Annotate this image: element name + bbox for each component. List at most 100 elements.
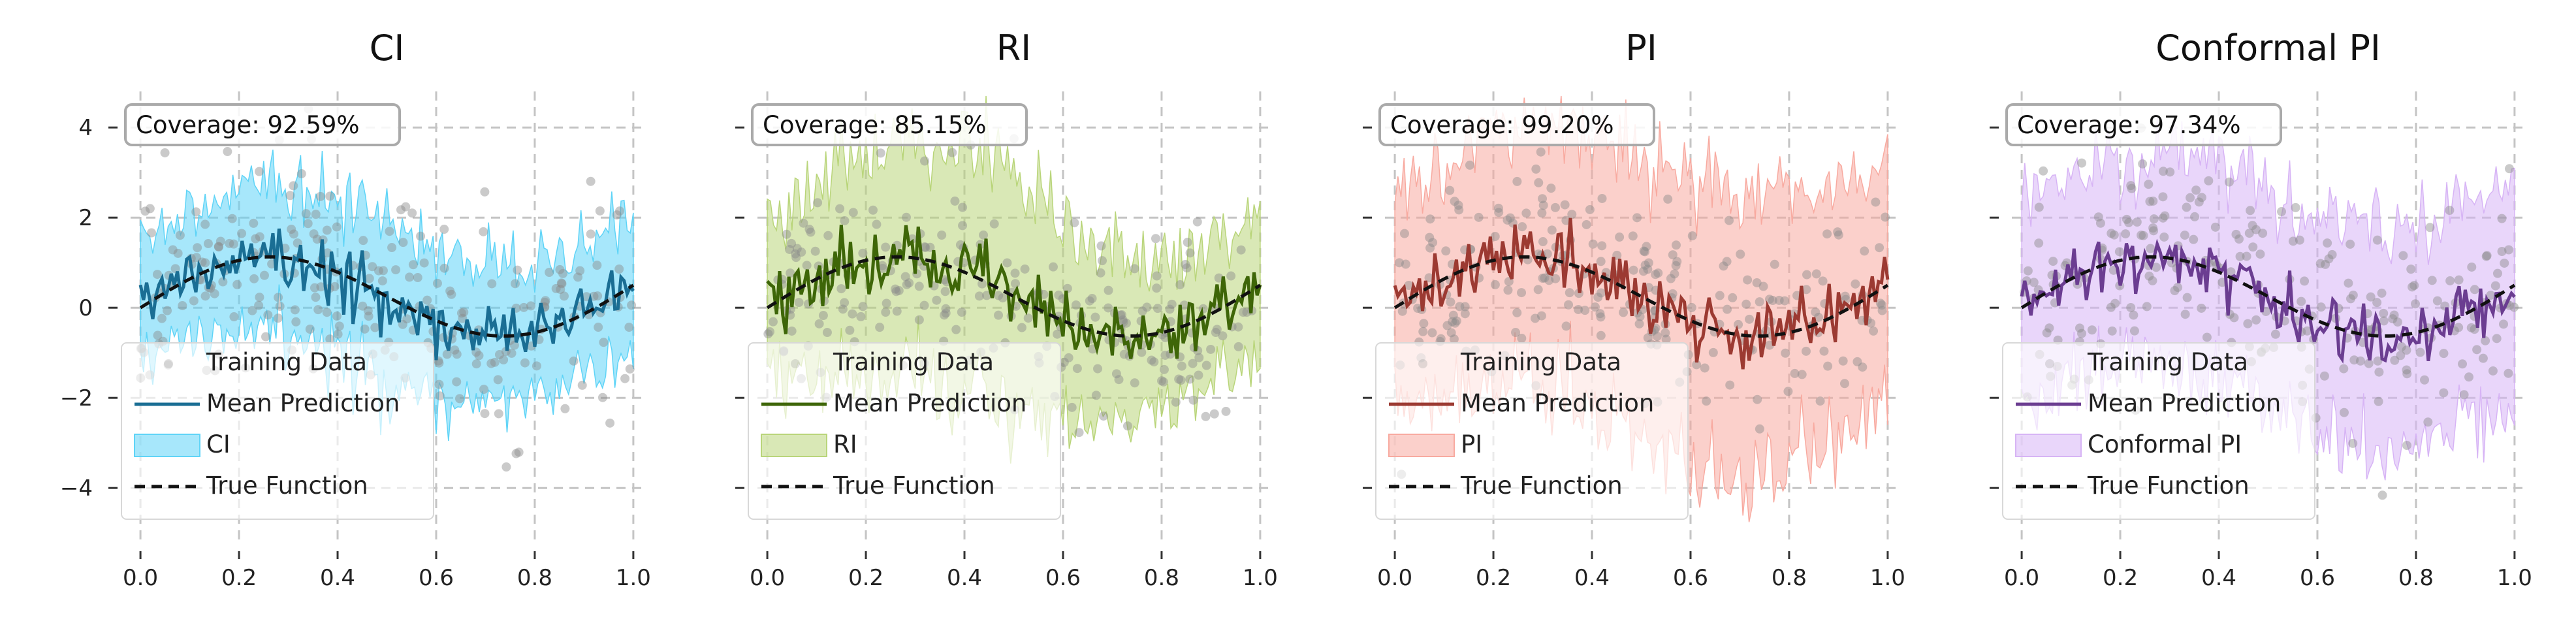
training-point [2197,303,2206,313]
x-tick-label: 0.4 [2201,565,2236,591]
training-point [1490,280,1500,289]
training-point [2324,254,2334,264]
legend-label: Training Data [206,348,367,376]
training-point [1505,213,1515,223]
training-point [1781,348,1790,358]
training-point [1823,361,1833,371]
training-point [835,204,845,214]
training-point [416,231,426,241]
training-point [1815,396,1825,406]
training-point [2402,345,2411,355]
training-point [334,321,344,331]
training-point [1638,266,1648,276]
training-point [1465,160,1474,170]
coverage-text: Coverage: 99.20% [1390,111,1614,139]
training-point [2270,329,2280,339]
training-point [799,218,808,228]
training-point [1096,241,1106,251]
training-point [625,364,635,374]
training-point [263,310,273,320]
training-point [480,187,490,197]
training-point [2095,218,2105,228]
training-point [1819,346,1829,356]
training-point [573,272,583,282]
training-point [1450,318,1460,328]
training-point [2160,211,2170,221]
training-point [785,244,795,254]
training-point [1596,288,1606,298]
training-point [493,375,503,385]
training-point [1811,307,1821,317]
training-point [951,325,961,334]
training-point [1692,360,1702,370]
training-point [2364,359,2374,368]
training-point [2129,310,2139,320]
training-point [1565,288,1574,298]
x-tick-label: 0.6 [1673,565,1708,591]
training-point [1869,326,1879,336]
training-point [2107,229,2116,238]
training-point [1574,304,1583,314]
legend-label: Training Data [833,348,994,376]
training-point [1550,202,1560,212]
training-point [1531,164,1541,174]
training-point [2478,353,2488,363]
training-point [894,285,904,295]
training-point [1534,178,1544,187]
training-point [2248,242,2258,252]
training-point [259,270,269,280]
training-point [2454,275,2464,285]
legend-training-marker [164,359,173,368]
training-point [1774,295,1784,305]
legend-label: Mean Prediction [833,389,1026,417]
training-point [1149,357,1159,367]
training-point [2509,302,2519,312]
training-point [1840,291,1850,301]
training-point [1619,308,1629,317]
training-point [1564,300,1574,310]
training-point [520,358,530,368]
training-point [1445,185,1455,195]
legend-label: CI [206,430,231,458]
training-point [1670,269,1679,279]
training-point [1404,280,1414,290]
training-point [227,214,237,223]
training-point [474,351,484,361]
training-point [1436,334,1446,344]
training-point [1813,312,1823,322]
panel-2: PI 0.0 0.2 0.4 0.6 0.8 1.0 Coverage: 99.20% Trai… [1363,27,1905,591]
training-point [494,409,503,419]
coverage-text: Coverage: 97.34% [2017,111,2241,139]
training-point [1533,285,1543,295]
training-point [2110,298,2120,308]
training-point [892,306,902,316]
training-point [2165,167,2175,177]
training-point [818,311,828,321]
training-point [782,229,791,239]
legend-frame [2002,342,2315,520]
training-point [200,291,210,301]
training-point [2121,229,2131,239]
training-point [2114,247,2124,257]
training-point [768,317,778,327]
training-point [391,265,401,275]
training-point [2258,229,2268,238]
training-point [2029,278,2039,287]
training-point [2390,355,2400,365]
x-tick-label: 0.0 [750,565,785,591]
training-point [2107,326,2117,336]
training-point [2379,308,2389,318]
training-point [1064,353,1073,362]
training-point [1768,296,1777,306]
training-point [1413,304,1423,313]
training-point [900,272,910,281]
training-point [510,279,520,289]
training-point [1540,273,1550,283]
training-point [290,305,300,315]
training-point [163,306,172,315]
training-point [2149,214,2159,224]
training-point [1511,328,1521,338]
training-point [1544,276,1554,285]
training-point [398,238,408,248]
training-point [2224,177,2234,187]
